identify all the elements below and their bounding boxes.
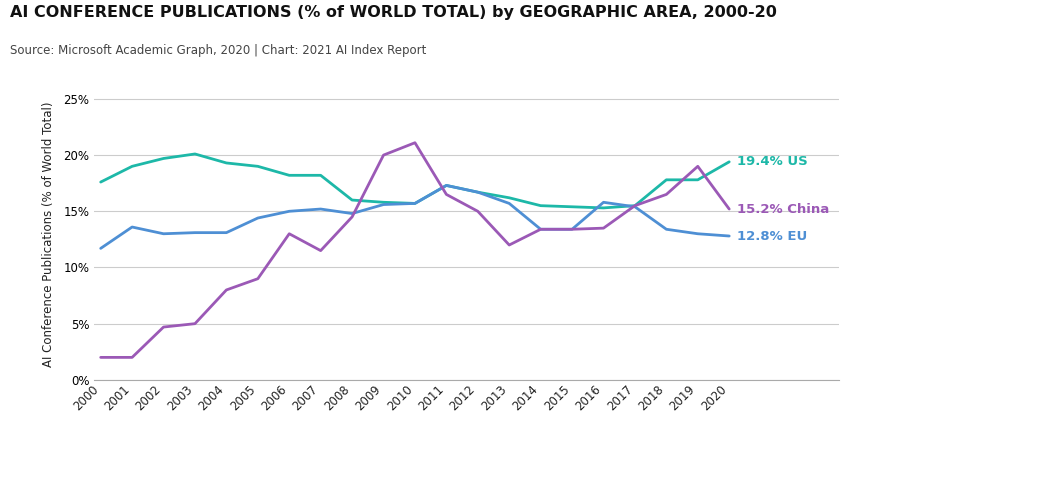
Y-axis label: AI Conference Publications (% of World Total): AI Conference Publications (% of World T… bbox=[42, 101, 56, 367]
Text: AI CONFERENCE PUBLICATIONS (% of WORLD TOTAL) by GEOGRAPHIC AREA, 2000-20: AI CONFERENCE PUBLICATIONS (% of WORLD T… bbox=[10, 5, 777, 20]
Text: 19.4% US: 19.4% US bbox=[737, 155, 808, 169]
Text: 12.8% EU: 12.8% EU bbox=[737, 229, 808, 243]
Text: 15.2% China: 15.2% China bbox=[737, 203, 830, 216]
Text: Source: Microsoft Academic Graph, 2020 | Chart: 2021 AI Index Report: Source: Microsoft Academic Graph, 2020 |… bbox=[10, 44, 427, 57]
